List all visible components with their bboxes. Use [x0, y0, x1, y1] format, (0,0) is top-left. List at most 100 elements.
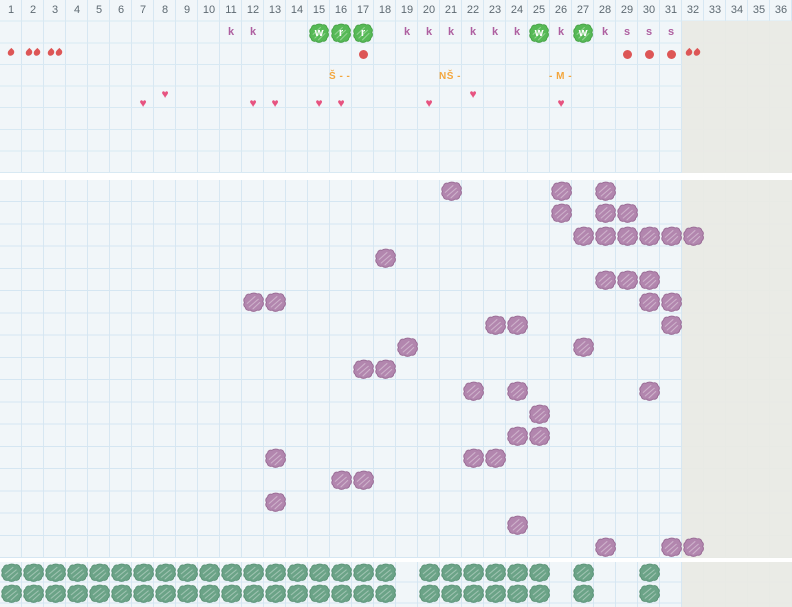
green-scribble-marker[interactable] [286, 584, 308, 603]
green-scribble-marker[interactable] [418, 563, 440, 582]
temperature-chart-grid[interactable] [0, 180, 792, 558]
mucus-letter[interactable]: k [249, 26, 257, 38]
spotting-dot-icon[interactable] [358, 50, 368, 59]
intercourse-heart-icon[interactable]: ♥ [557, 96, 565, 110]
temperature-point[interactable] [528, 404, 550, 424]
green-scribble-marker[interactable] [462, 584, 484, 603]
temperature-point[interactable] [594, 203, 616, 224]
green-scribble-marker[interactable] [66, 563, 88, 582]
intercourse-heart-icon[interactable]: ♥ [249, 96, 257, 110]
temperature-point[interactable] [462, 448, 484, 468]
intercourse-heart-icon[interactable]: ♥ [337, 96, 345, 110]
temperature-point[interactable] [462, 381, 484, 402]
green-scribble-marker[interactable] [176, 584, 198, 603]
intercourse-heart-icon[interactable]: ♥ [469, 87, 477, 101]
green-scribble-marker[interactable] [88, 584, 110, 603]
mucus-letter[interactable]: k [469, 26, 477, 38]
temperature-point[interactable] [528, 426, 550, 446]
cycle-header-grid[interactable] [0, 0, 792, 173]
green-scribble-marker[interactable] [638, 584, 660, 603]
temperature-point[interactable] [594, 270, 616, 290]
green-scribble-marker[interactable] [484, 584, 506, 603]
temperature-point[interactable] [594, 226, 616, 246]
temperature-point[interactable] [506, 515, 528, 535]
green-scribble-marker[interactable] [242, 584, 264, 603]
green-scribble-marker[interactable] [374, 584, 396, 603]
green-scribble-marker[interactable] [44, 584, 66, 603]
bleeding-drops-icon[interactable] [44, 47, 66, 58]
bleeding-drops-icon[interactable] [22, 47, 44, 58]
green-scribble-marker[interactable] [528, 584, 550, 603]
green-scribble-marker[interactable] [572, 584, 594, 603]
intercourse-heart-icon[interactable]: ♥ [425, 96, 433, 110]
mucus-letter[interactable]: k [557, 26, 565, 38]
green-scribble-marker[interactable] [198, 584, 220, 603]
fertile-day-marker[interactable]: r [331, 23, 351, 43]
green-scribble-marker[interactable] [440, 563, 462, 582]
temperature-point[interactable] [374, 359, 396, 379]
green-scribble-marker[interactable] [22, 563, 44, 582]
green-scribble-marker[interactable] [154, 563, 176, 582]
temperature-point[interactable] [396, 337, 418, 357]
temperature-point[interactable] [484, 448, 506, 468]
mucus-letter[interactable]: k [447, 26, 455, 38]
temperature-point[interactable] [616, 203, 638, 224]
green-scribble-marker[interactable] [286, 563, 308, 582]
green-scribble-marker[interactable] [66, 584, 88, 603]
spotting-dot-icon[interactable] [644, 50, 654, 59]
green-scribble-marker[interactable] [132, 584, 154, 603]
temperature-point[interactable] [682, 226, 704, 246]
temperature-point[interactable] [638, 270, 660, 290]
temperature-point[interactable] [638, 381, 660, 402]
temperature-point[interactable] [660, 292, 682, 313]
temperature-point[interactable] [660, 226, 682, 246]
green-scribble-marker[interactable] [0, 563, 22, 582]
fertile-day-marker[interactable]: w [529, 23, 549, 43]
temperature-point[interactable] [594, 181, 616, 202]
green-scribble-marker[interactable] [264, 563, 286, 582]
green-scribble-marker[interactable] [132, 563, 154, 582]
temperature-point[interactable] [572, 226, 594, 246]
mucus-letter[interactable]: k [403, 26, 411, 38]
temperature-point[interactable] [550, 203, 572, 224]
temperature-point[interactable] [374, 248, 396, 268]
intercourse-heart-icon[interactable]: ♥ [271, 96, 279, 110]
green-scribble-marker[interactable] [44, 563, 66, 582]
temperature-point[interactable] [330, 470, 352, 491]
green-scribble-marker[interactable] [22, 584, 44, 603]
green-scribble-marker[interactable] [242, 563, 264, 582]
temperature-point[interactable] [682, 537, 704, 557]
green-scribble-marker[interactable] [176, 563, 198, 582]
temperature-point[interactable] [352, 359, 374, 379]
green-scribble-marker[interactable] [154, 584, 176, 603]
green-scribble-marker[interactable] [220, 584, 242, 603]
temperature-point[interactable] [660, 315, 682, 335]
green-scribble-marker[interactable] [110, 563, 132, 582]
temperature-point[interactable] [506, 381, 528, 402]
spotting-dot-icon[interactable] [622, 50, 632, 59]
green-scribble-marker[interactable] [418, 584, 440, 603]
green-scribble-marker[interactable] [462, 563, 484, 582]
temperature-point[interactable] [572, 337, 594, 357]
temperature-point[interactable] [616, 270, 638, 290]
temperature-point[interactable] [440, 181, 462, 202]
fertile-day-marker[interactable]: r [353, 23, 373, 43]
green-scribble-marker[interactable] [330, 584, 352, 603]
mucus-letter[interactable]: k [227, 26, 235, 38]
green-scribble-marker[interactable] [0, 584, 22, 603]
bottom-marker-grid[interactable] [0, 562, 792, 607]
green-scribble-marker[interactable] [308, 563, 330, 582]
mucus-letter[interactable]: k [491, 26, 499, 38]
green-scribble-marker[interactable] [440, 584, 462, 603]
temperature-point[interactable] [550, 181, 572, 202]
green-scribble-marker[interactable] [330, 563, 352, 582]
green-scribble-marker[interactable] [374, 563, 396, 582]
mucus-letter[interactable]: s [667, 26, 675, 38]
temperature-point[interactable] [484, 315, 506, 335]
green-scribble-marker[interactable] [506, 584, 528, 603]
temperature-point[interactable] [264, 492, 286, 513]
green-scribble-marker[interactable] [528, 563, 550, 582]
mucus-letter[interactable]: k [513, 26, 521, 38]
bleeding-drops-icon[interactable] [0, 47, 22, 58]
mucus-letter[interactable]: s [623, 26, 631, 38]
